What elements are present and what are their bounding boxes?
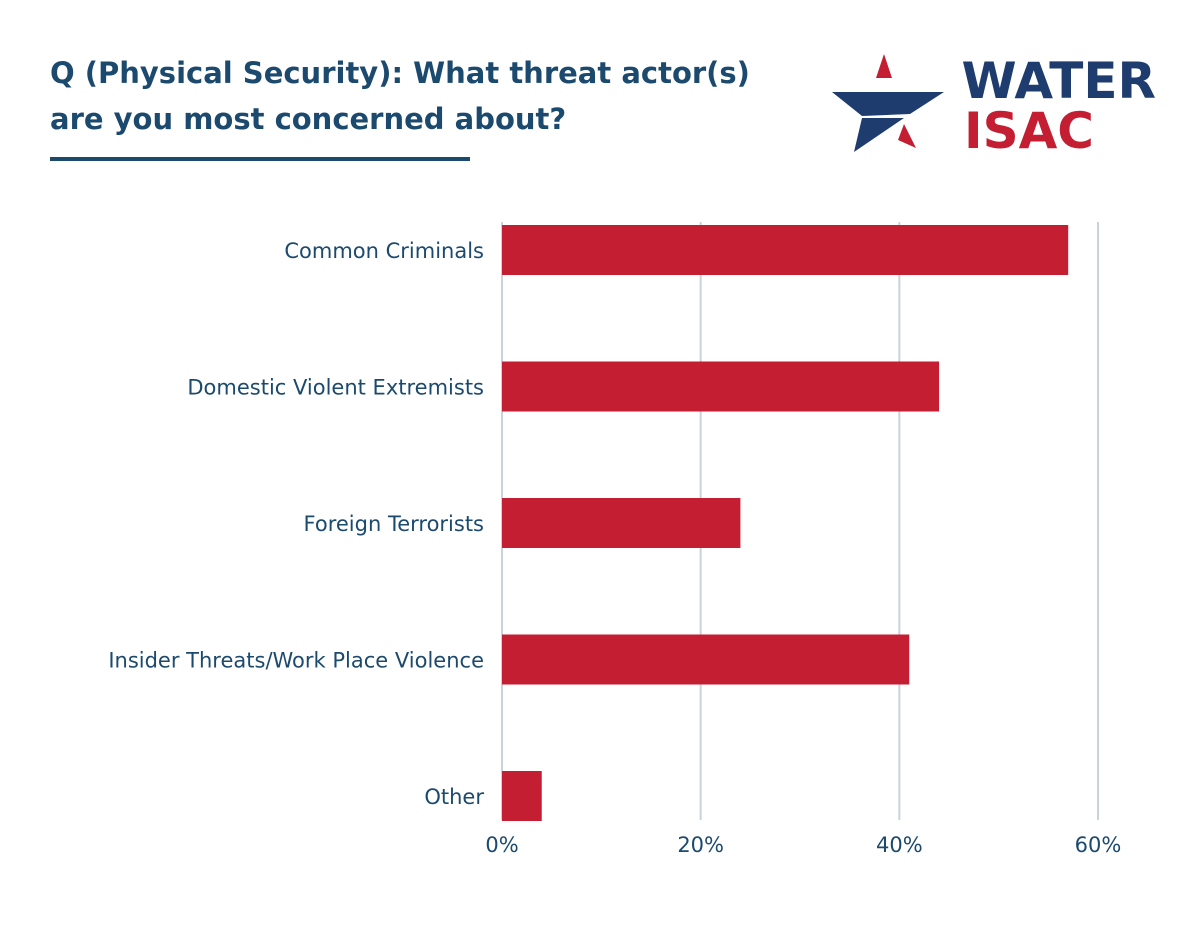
category-label: Insider Threats/Work Place Violence (108, 649, 484, 673)
star-icon (832, 54, 944, 152)
x-tick-label: 40% (876, 833, 923, 857)
page-title: Q (Physical Security): What threat actor… (50, 50, 810, 142)
title-underline (50, 157, 470, 161)
category-label: Foreign Terrorists (304, 512, 484, 536)
x-tick-label: 60% (1075, 833, 1122, 857)
logo-word-isac: ISAC (964, 102, 1094, 158)
category-label: Other (424, 785, 484, 809)
category-label: Domestic Violent Extremists (187, 376, 484, 400)
title-line-1: Q (Physical Security): What threat actor… (50, 56, 750, 90)
x-tick-label: 20% (677, 833, 724, 857)
category-label: Common Criminals (284, 239, 484, 263)
bar (502, 634, 910, 685)
bar (502, 225, 1069, 275)
logo-word-water: WATER (962, 52, 1156, 110)
title-line-2: are you most concerned about? (50, 102, 567, 136)
bar (502, 498, 741, 548)
bars (502, 225, 1069, 821)
x-axis-ticks: 0% 20% 40% 60% (485, 833, 1121, 857)
bar (502, 361, 940, 412)
category-labels: Common Criminals Domestic Violent Extremi… (108, 239, 484, 809)
bar (502, 771, 542, 821)
water-isac-logo: WATER ISAC (832, 52, 1156, 158)
x-tick-label: 0% (485, 833, 518, 857)
